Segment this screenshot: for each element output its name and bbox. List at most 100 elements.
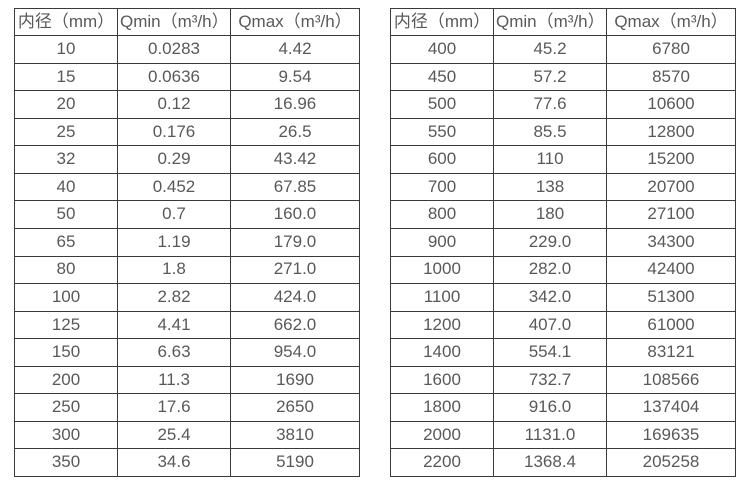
table-cell: 0.0636 — [117, 62, 231, 92]
table-cell: 0.176 — [117, 117, 231, 147]
table-cell: 42400 — [606, 255, 736, 285]
flow-rate-tables-container: 内径（mm） Qmin（m³/h） Qmax（m³/h） 10 0.0283 4.42 15… — [14, 8, 736, 477]
table-cell: 0.452 — [117, 172, 231, 202]
table-cell: 342.0 — [493, 283, 607, 312]
table-cell: 83121 — [606, 338, 736, 367]
table-row: 1400 554.1 83121 — [390, 338, 736, 367]
column-header: Qmax（m³/h） — [606, 8, 736, 36]
table-cell: 77.6 — [493, 90, 607, 119]
table-cell: 138 — [493, 172, 607, 202]
table-cell: 12800 — [606, 117, 736, 147]
table-cell: 65 — [14, 227, 118, 257]
table-cell: 1600 — [390, 365, 494, 395]
table-row: 400 45.2 6780 — [390, 35, 736, 64]
table-row: 200 11.3 1690 — [14, 365, 360, 395]
table-cell: 34.6 — [117, 448, 231, 477]
table-cell: 27100 — [606, 200, 736, 229]
table-cell: 0.0283 — [117, 35, 231, 64]
table-cell: 17.6 — [117, 393, 231, 422]
table-cell: 160.0 — [230, 200, 360, 229]
table-cell: 732.7 — [493, 365, 607, 395]
table-cell: 20 — [14, 90, 118, 119]
table-cell: 16.96 — [230, 90, 360, 119]
table-cell: 51300 — [606, 283, 736, 312]
table-cell: 1100 — [390, 283, 494, 312]
table-row: 500 77.6 10600 — [390, 90, 736, 119]
table-cell: 108566 — [606, 365, 736, 395]
table-cell: 9.54 — [230, 62, 360, 92]
table-cell: 2200 — [390, 448, 494, 477]
table-cell: 554.1 — [493, 338, 607, 367]
table-row: 100 2.82 424.0 — [14, 283, 360, 312]
table-cell: 4.42 — [230, 35, 360, 64]
table-cell: 282.0 — [493, 255, 607, 285]
table-cell: 169635 — [606, 420, 736, 450]
column-header: Qmin（m³/h） — [117, 8, 231, 36]
table-cell: 125 — [14, 310, 118, 340]
table-cell: 400 — [390, 35, 494, 64]
flow-table-large-diameters: 内径（mm） Qmin（m³/h） Qmax（m³/h） 400 45.2 6780 450… — [390, 8, 736, 477]
table-cell: 3810 — [230, 420, 360, 450]
column-header: Qmin（m³/h） — [493, 8, 607, 36]
table-row: 300 25.4 3810 — [14, 420, 360, 450]
table-row: 550 85.5 12800 — [390, 117, 736, 147]
table-cell: 1.19 — [117, 227, 231, 257]
table-cell: 229.0 — [493, 227, 607, 257]
table-cell: 11.3 — [117, 365, 231, 395]
table-row: 1000 282.0 42400 — [390, 255, 736, 285]
table-cell: 1000 — [390, 255, 494, 285]
table-row: 900 229.0 34300 — [390, 227, 736, 257]
table-cell: 6780 — [606, 35, 736, 64]
table-row: 25 0.176 26.5 — [14, 117, 360, 147]
table-cell: 15 — [14, 62, 118, 92]
table-row: 250 17.6 2650 — [14, 393, 360, 422]
table-cell: 300 — [14, 420, 118, 450]
table-row: 1100 342.0 51300 — [390, 283, 736, 312]
column-header: Qmax（m³/h） — [230, 8, 360, 36]
table-row: 10 0.0283 4.42 — [14, 35, 360, 64]
table-cell: 250 — [14, 393, 118, 422]
table-cell: 662.0 — [230, 310, 360, 340]
table-row: 700 138 20700 — [390, 172, 736, 202]
table-cell: 15200 — [606, 145, 736, 174]
table-cell: 450 — [390, 62, 494, 92]
table-cell: 5190 — [230, 448, 360, 477]
table-row: 450 57.2 8570 — [390, 62, 736, 92]
header-row: 内径（mm） Qmin（m³/h） Qmax（m³/h） — [14, 8, 360, 36]
table-row: 600 110 15200 — [390, 145, 736, 174]
table-cell: 954.0 — [230, 338, 360, 367]
table-cell: 10600 — [606, 90, 736, 119]
table-cell: 800 — [390, 200, 494, 229]
table-cell: 50 — [14, 200, 118, 229]
table-row: 1600 732.7 108566 — [390, 365, 736, 395]
table-cell: 45.2 — [493, 35, 607, 64]
table-cell: 1131.0 — [493, 420, 607, 450]
table-cell: 0.7 — [117, 200, 231, 229]
table-row: 15 0.0636 9.54 — [14, 62, 360, 92]
table-cell: 150 — [14, 338, 118, 367]
table-cell: 61000 — [606, 310, 736, 340]
table-row: 1200 407.0 61000 — [390, 310, 736, 340]
table-cell: 100 — [14, 283, 118, 312]
table-cell: 1400 — [390, 338, 494, 367]
table-row: 65 1.19 179.0 — [14, 227, 360, 257]
table-cell: 0.12 — [117, 90, 231, 119]
table-row: 80 1.8 271.0 — [14, 255, 360, 285]
table-cell: 10 — [14, 35, 118, 64]
table-cell: 916.0 — [493, 393, 607, 422]
table-row: 350 34.6 5190 — [14, 448, 360, 477]
table-cell: 2650 — [230, 393, 360, 422]
header-row: 内径（mm） Qmin（m³/h） Qmax（m³/h） — [390, 8, 736, 36]
table-cell: 180 — [493, 200, 607, 229]
table-cell: 32 — [14, 145, 118, 174]
table-cell: 34300 — [606, 227, 736, 257]
table-cell: 26.5 — [230, 117, 360, 147]
table-cell: 424.0 — [230, 283, 360, 312]
table-cell: 85.5 — [493, 117, 607, 147]
table-cell: 80 — [14, 255, 118, 285]
table-cell: 900 — [390, 227, 494, 257]
column-header: 内径（mm） — [390, 8, 494, 36]
table-cell: 8570 — [606, 62, 736, 92]
table-cell: 137404 — [606, 393, 736, 422]
